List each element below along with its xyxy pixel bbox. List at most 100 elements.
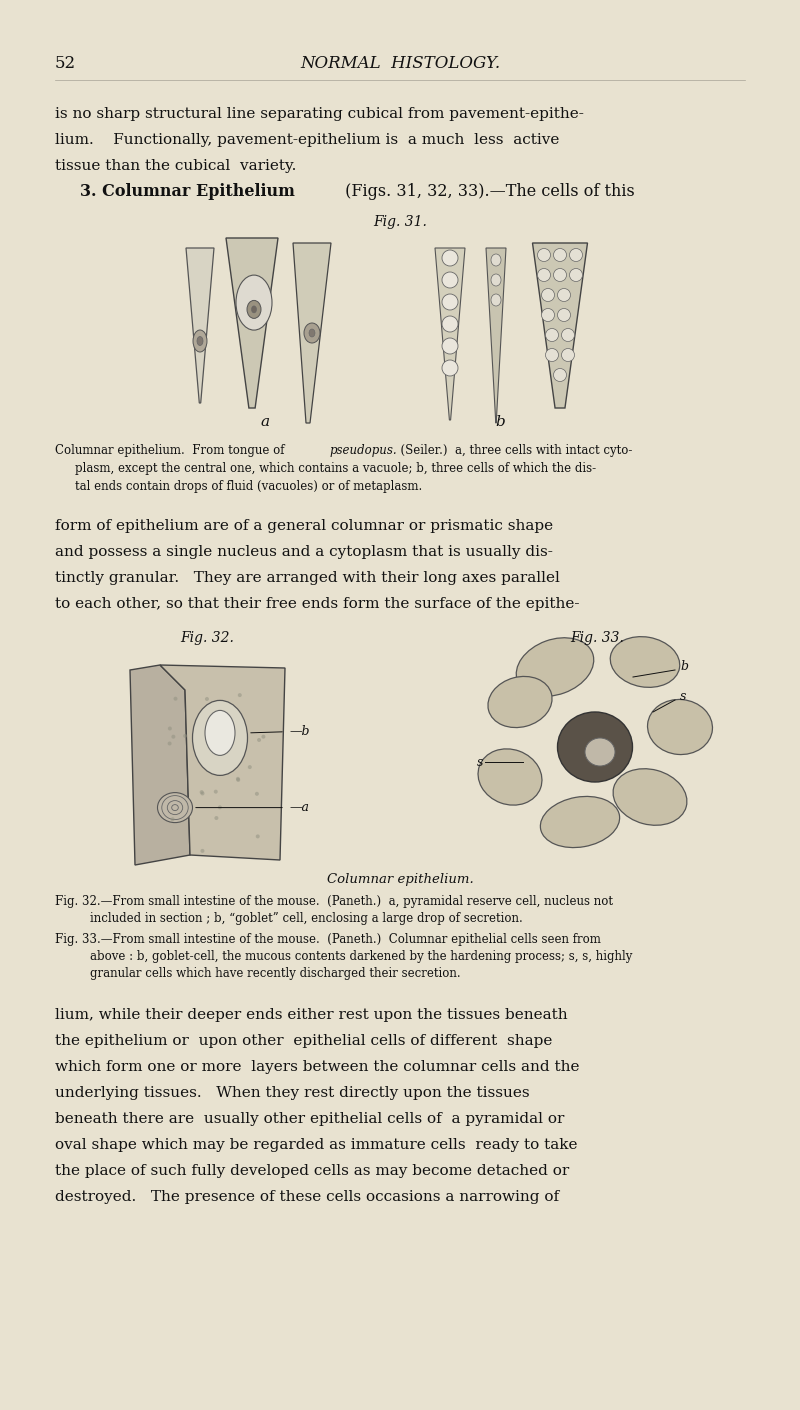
Ellipse shape	[158, 792, 193, 822]
Ellipse shape	[442, 295, 458, 310]
Ellipse shape	[201, 849, 205, 853]
Polygon shape	[160, 666, 285, 860]
Text: underlying tissues.   When they rest directly upon the tissues: underlying tissues. When they rest direc…	[55, 1086, 530, 1100]
Ellipse shape	[257, 737, 261, 742]
Text: (Figs. 31, 32, 33).—The cells of this: (Figs. 31, 32, 33).—The cells of this	[340, 183, 634, 200]
Text: s: s	[680, 691, 686, 704]
Ellipse shape	[562, 329, 574, 341]
Polygon shape	[293, 243, 331, 423]
Ellipse shape	[610, 637, 680, 687]
Ellipse shape	[554, 368, 566, 382]
Ellipse shape	[183, 733, 187, 737]
Text: Fig. 33.: Fig. 33.	[570, 632, 624, 644]
Ellipse shape	[570, 248, 582, 261]
Polygon shape	[486, 248, 506, 423]
Ellipse shape	[570, 268, 582, 282]
Text: included in section ; b, “goblet” cell, enclosing a large drop of secretion.: included in section ; b, “goblet” cell, …	[75, 912, 522, 925]
Ellipse shape	[647, 699, 713, 754]
Polygon shape	[186, 248, 214, 403]
Text: plasm, except the central one, which contains a vacuole; b, three cells of which: plasm, except the central one, which con…	[75, 462, 596, 475]
Text: Columnar epithelium.: Columnar epithelium.	[326, 873, 474, 885]
Ellipse shape	[256, 835, 260, 839]
Ellipse shape	[558, 309, 570, 321]
Ellipse shape	[251, 306, 257, 313]
Text: 52: 52	[55, 55, 76, 72]
Ellipse shape	[193, 701, 247, 776]
Text: a: a	[261, 415, 270, 429]
Text: s: s	[477, 756, 483, 768]
Text: to each other, so that their free ends form the surface of the epithe-: to each other, so that their free ends f…	[55, 596, 579, 611]
Ellipse shape	[491, 295, 501, 306]
Ellipse shape	[442, 250, 458, 266]
Text: 3. Columnar Epithelium: 3. Columnar Epithelium	[80, 183, 295, 200]
Text: b: b	[680, 660, 688, 674]
Polygon shape	[130, 666, 190, 864]
Ellipse shape	[558, 289, 570, 302]
Ellipse shape	[205, 711, 235, 756]
Ellipse shape	[442, 316, 458, 331]
Ellipse shape	[585, 737, 615, 766]
Ellipse shape	[542, 289, 554, 302]
Text: pseudopus.: pseudopus.	[330, 444, 398, 457]
Ellipse shape	[171, 735, 175, 739]
Text: Fig. 33.—From small intestine of the mouse.  (Paneth.)  Columnar epithelial cell: Fig. 33.—From small intestine of the mou…	[55, 933, 601, 946]
Ellipse shape	[248, 766, 252, 768]
Ellipse shape	[309, 329, 315, 337]
Ellipse shape	[442, 360, 458, 376]
Ellipse shape	[558, 712, 633, 783]
Ellipse shape	[197, 337, 203, 345]
Ellipse shape	[218, 805, 222, 809]
Ellipse shape	[193, 330, 207, 352]
Text: above : b, goblet-cell, the mucous contents darkened by the hardening process; s: above : b, goblet-cell, the mucous conte…	[75, 950, 632, 963]
Ellipse shape	[255, 792, 259, 795]
Text: is no sharp structural line separating cubical from pavement-epithe-: is no sharp structural line separating c…	[55, 107, 584, 121]
Ellipse shape	[238, 694, 242, 697]
Ellipse shape	[554, 248, 566, 261]
Ellipse shape	[205, 697, 209, 701]
Text: granular cells which have recently discharged their secretion.: granular cells which have recently disch…	[75, 967, 461, 980]
Ellipse shape	[174, 697, 178, 701]
Ellipse shape	[562, 348, 574, 361]
Ellipse shape	[214, 790, 218, 794]
Text: oval shape which may be regarded as immature cells  ready to take: oval shape which may be regarded as imma…	[55, 1138, 578, 1152]
Ellipse shape	[491, 254, 501, 266]
Ellipse shape	[236, 275, 272, 330]
Text: —b: —b	[290, 725, 310, 739]
Ellipse shape	[442, 338, 458, 354]
Ellipse shape	[170, 818, 174, 821]
Ellipse shape	[613, 768, 687, 825]
Text: the epithelium or  upon other  epithelial cells of different  shape: the epithelium or upon other epithelial …	[55, 1034, 552, 1048]
Ellipse shape	[478, 749, 542, 805]
Ellipse shape	[488, 677, 552, 728]
Polygon shape	[533, 243, 587, 407]
Ellipse shape	[168, 742, 172, 746]
Ellipse shape	[168, 726, 172, 730]
Ellipse shape	[538, 248, 550, 261]
Text: Columnar epithelium.  From tongue of: Columnar epithelium. From tongue of	[55, 444, 288, 457]
Text: —a: —a	[290, 801, 310, 814]
Text: and possess a single nucleus and a cytoplasm that is usually dis-: and possess a single nucleus and a cytop…	[55, 546, 553, 558]
Text: Fig. 32.—From small intestine of the mouse.  (Paneth.)  a, pyramidal reserve cel: Fig. 32.—From small intestine of the mou…	[55, 895, 613, 908]
Ellipse shape	[546, 329, 558, 341]
Ellipse shape	[247, 300, 261, 319]
Polygon shape	[435, 248, 465, 420]
Text: tissue than the cubical  variety.: tissue than the cubical variety.	[55, 159, 296, 173]
Text: tal ends contain drops of fluid (vacuoles) or of metaplasm.: tal ends contain drops of fluid (vacuole…	[75, 479, 422, 493]
Ellipse shape	[236, 778, 240, 783]
Ellipse shape	[554, 268, 566, 282]
Ellipse shape	[538, 268, 550, 282]
Text: lium.    Functionally, pavement-epithelium is  a much  less  active: lium. Functionally, pavement-epithelium …	[55, 133, 559, 147]
Ellipse shape	[516, 637, 594, 697]
Ellipse shape	[546, 348, 558, 361]
Text: destroyed.   The presence of these cells occasions a narrowing of: destroyed. The presence of these cells o…	[55, 1190, 559, 1204]
Ellipse shape	[200, 790, 204, 794]
Ellipse shape	[214, 816, 218, 821]
Text: beneath there are  usually other epithelial cells of  a pyramidal or: beneath there are usually other epitheli…	[55, 1112, 564, 1127]
Polygon shape	[226, 238, 278, 407]
Ellipse shape	[201, 791, 205, 795]
Text: the place of such fully developed cells as may become detached or: the place of such fully developed cells …	[55, 1165, 570, 1177]
Ellipse shape	[262, 735, 266, 739]
Ellipse shape	[236, 777, 240, 781]
Ellipse shape	[304, 323, 320, 343]
Text: Fig. 31.: Fig. 31.	[373, 214, 427, 228]
